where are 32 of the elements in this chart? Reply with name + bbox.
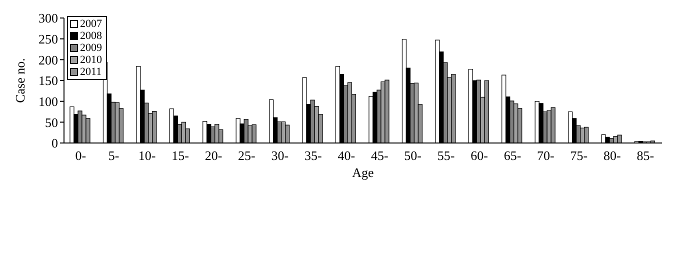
y-tick-label: 300 <box>38 10 58 26</box>
x-tick-label: 80- <box>603 148 621 164</box>
x-tick-label: 30- <box>271 148 289 164</box>
x-axis-title: Age <box>352 165 374 180</box>
x-tick-label: 40- <box>338 148 356 164</box>
y-tick-label: 100 <box>38 94 58 109</box>
x-tick-label: 70- <box>537 148 554 164</box>
legend-label: 2009 <box>80 42 102 54</box>
legend-label: 2010 <box>80 54 102 66</box>
x-tick-label: 75- <box>570 148 588 164</box>
y-tick-label: 0 <box>52 136 58 151</box>
y-tick-label: 150 <box>38 73 58 88</box>
x-tick-label: 60- <box>470 148 488 164</box>
x-tick-label: 85- <box>636 148 654 164</box>
x-tick-label: 55- <box>437 148 455 164</box>
x-tick-label: 20- <box>204 148 222 164</box>
legend-label: 2007 <box>80 18 102 30</box>
y-axis-title: Case no. <box>12 58 28 103</box>
x-tick-label: 0- <box>75 148 86 164</box>
x-tick-label: 10- <box>138 148 156 164</box>
legend-label: 2011 <box>80 66 102 78</box>
y-tick-label: 250 <box>38 31 58 46</box>
x-tick-label: 5- <box>108 148 120 164</box>
y-tick-label: 200 <box>38 52 58 68</box>
x-tick-label: 65- <box>504 148 522 164</box>
legend-label: 2008 <box>80 30 102 42</box>
x-tick-label: 50- <box>404 148 422 164</box>
x-tick-label: 35- <box>304 148 322 164</box>
x-tick-label: 15- <box>172 148 189 164</box>
y-tick-label: 50 <box>45 114 58 130</box>
x-tick-label: 45- <box>370 148 388 164</box>
x-tick-label: 25- <box>238 148 256 164</box>
